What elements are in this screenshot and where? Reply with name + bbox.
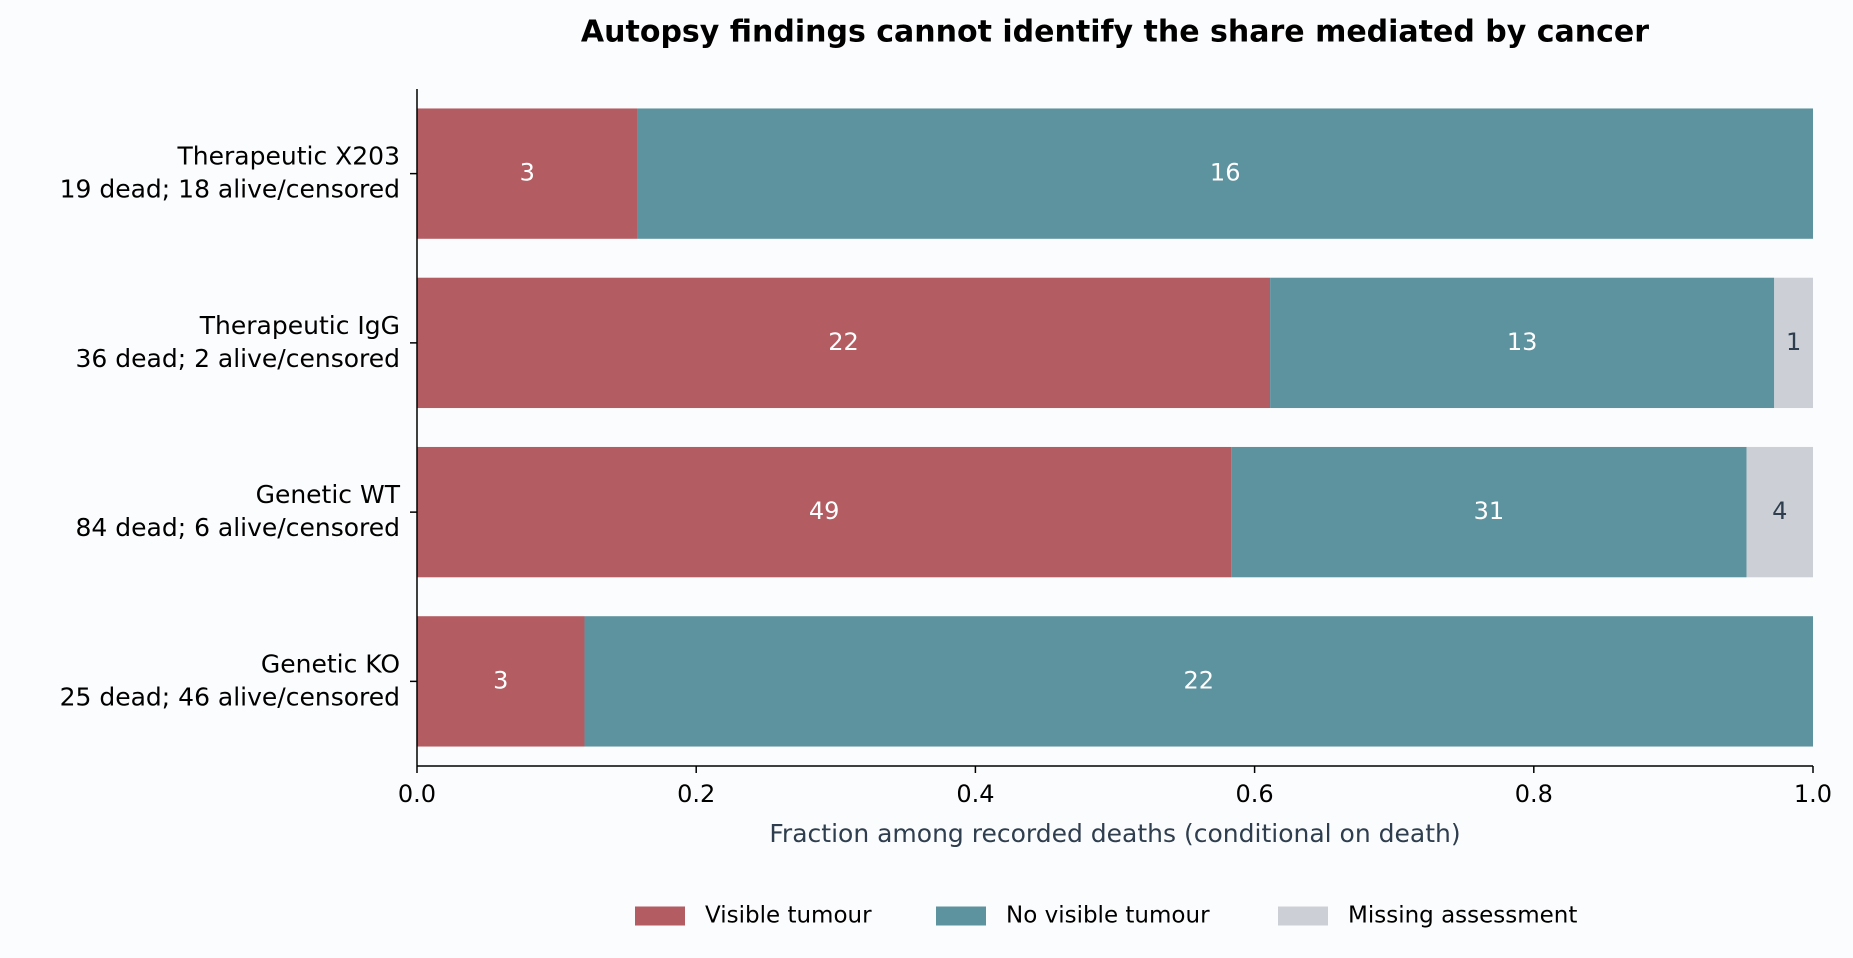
bar-segment (417, 616, 585, 747)
bar-segment (584, 616, 1813, 747)
x-tick-label: 0.2 (677, 780, 715, 808)
bar-segment (1746, 446, 1813, 578)
data-label: 16 (1210, 159, 1241, 187)
data-label: 4 (1772, 497, 1787, 525)
data-label: 22 (828, 328, 859, 356)
x-tick-label: 0.4 (956, 780, 994, 808)
y-tick-label-detail: 36 dead; 2 alive/censored (76, 344, 401, 373)
legend-swatch (1278, 906, 1328, 926)
data-label: 49 (809, 497, 840, 525)
data-label: 13 (1507, 328, 1538, 356)
bar-segment (637, 108, 1813, 239)
legend-label: Missing assessment (1348, 903, 1577, 929)
y-tick-label: Genetic WT (256, 480, 401, 509)
chart-title: Autopsy findings cannot identify the sha… (581, 15, 1649, 50)
data-label: 31 (1474, 497, 1505, 525)
data-label: 22 (1183, 666, 1214, 694)
y-tick-label: Therapeutic X203 (177, 142, 400, 171)
x-tick-label: 0.8 (1515, 780, 1553, 808)
bar-segment (1231, 446, 1747, 578)
data-label: 3 (520, 159, 535, 187)
x-tick-label: 0.6 (1236, 780, 1274, 808)
data-label: 3 (493, 666, 508, 694)
bar-segment (1774, 277, 1813, 409)
y-tick-label-detail: 25 dead; 46 alive/censored (60, 682, 400, 711)
y-tick-label-detail: 84 dead; 6 alive/censored (76, 513, 401, 542)
legend-swatch (936, 906, 986, 926)
bar-segment (1270, 277, 1775, 409)
legend-label: No visible tumour (1006, 903, 1210, 929)
x-tick-label: 0.0 (398, 780, 436, 808)
y-tick-label-detail: 19 dead; 18 alive/censored (60, 175, 400, 204)
legend-label: Visible tumour (705, 903, 872, 929)
y-tick-label: Therapeutic IgG (199, 311, 400, 340)
x-tick-label: 1.0 (1794, 780, 1832, 808)
bar-segment (417, 108, 638, 239)
x-axis-label: Fraction among recorded deaths (conditio… (769, 819, 1460, 848)
bar-segment (417, 277, 1271, 409)
data-label: 1 (1786, 328, 1801, 356)
bar-segment (417, 446, 1232, 578)
legend-swatch (635, 906, 685, 926)
y-tick-label: Genetic KO (261, 649, 400, 678)
